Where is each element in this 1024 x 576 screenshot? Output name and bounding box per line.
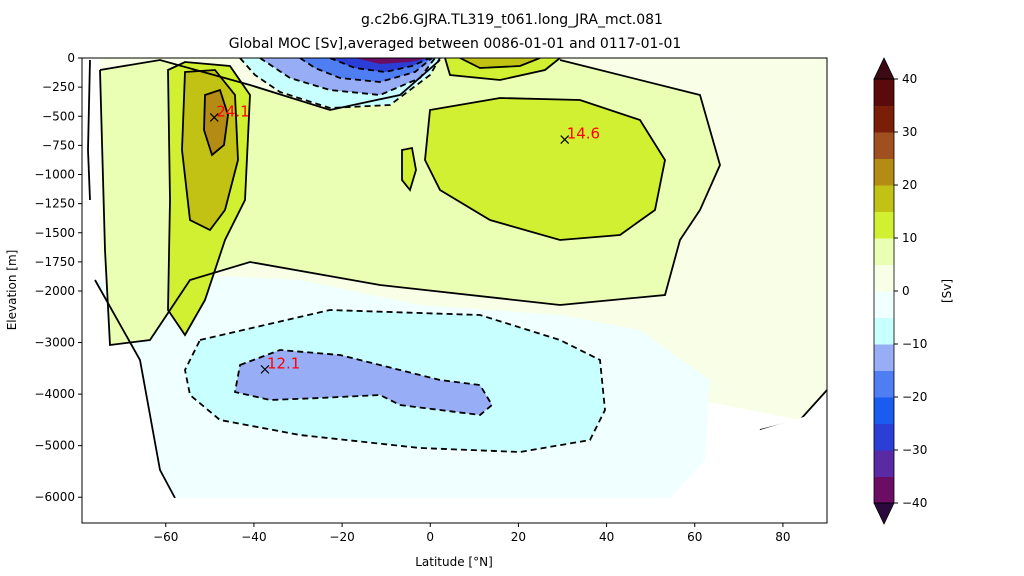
field-20-25-south — [204, 90, 228, 155]
contour-line — [203, 88, 229, 157]
y-tick-label: −1250 — [34, 197, 75, 211]
annotation-label: 24.1 — [216, 102, 249, 120]
x-axis: −60 −40 −20 0 20 40 60 80 — [153, 523, 791, 544]
y-tick-label: −2000 — [34, 284, 75, 298]
contour-line — [459, 58, 541, 69]
chart-title: g.c2b6.GJRA.TL319_t061.long_JRA_mct.081 — [361, 12, 663, 28]
y-tick-label: −6000 — [34, 490, 75, 504]
colorbar-extend-bottom — [873, 502, 895, 525]
colorbar-tick-label: 10 — [902, 231, 917, 245]
colorbar-segment — [874, 344, 894, 371]
y-tick-label: −500 — [42, 109, 75, 123]
colorbar-tick-label: −30 — [902, 443, 927, 457]
colorbar-tick-label: −40 — [902, 496, 927, 510]
x-tick-label: −40 — [241, 530, 266, 544]
y-tick-label: −1500 — [34, 226, 75, 240]
dashed-contour-lines — [184, 58, 606, 453]
y-tick-label: −1750 — [34, 255, 75, 269]
contour-line — [329, 58, 431, 73]
colorbar-segment — [874, 132, 894, 159]
y-axis: 0 −250 −500 −750 −1000 −1250 −1500 −1750 −2000 −3… — [34, 51, 82, 504]
annotation-label: 14.6 — [567, 125, 600, 143]
x-tick-label: −60 — [153, 530, 178, 544]
y-axis-label: Elevation [m] — [5, 250, 19, 331]
marker-x — [260, 364, 270, 374]
contour-line — [401, 146, 417, 192]
contour-line — [167, 61, 251, 337]
colorbar-tick-label: 20 — [902, 178, 917, 192]
contour-line — [99, 59, 721, 347]
contour-line — [259, 58, 436, 96]
x-tick-label: 20 — [511, 530, 526, 544]
contour-line — [184, 309, 606, 453]
colorbar-segment — [874, 423, 894, 451]
contour-line — [444, 58, 561, 81]
colorbar-tick-label: 30 — [902, 125, 917, 139]
colorbar-segment — [874, 397, 894, 424]
colorbar-tick-label: 40 — [902, 72, 917, 86]
field-neg-10-15 — [235, 350, 492, 415]
marker-x — [209, 112, 219, 122]
x-tick-label: −20 — [329, 530, 354, 544]
marker-x — [560, 135, 570, 144]
colorbar-tick-label: −20 — [902, 390, 927, 404]
colorbar-tick-label: −10 — [902, 337, 927, 351]
x-tick-label: 0 — [426, 530, 434, 544]
markers: 24.1 14.6 12.1 — [209, 102, 600, 374]
field-neg-surface-5 — [355, 58, 428, 64]
colorbar-segment — [874, 476, 894, 504]
colorbar-segment — [874, 450, 894, 477]
contour-line — [99, 59, 441, 111]
y-tick-label: −3000 — [34, 336, 75, 350]
chart-subtitle: Global MOC [Sv],averaged between 0086-01… — [229, 36, 682, 52]
y-tick-label: −1000 — [34, 168, 75, 182]
colorbar-tick-label: 0 — [902, 284, 910, 298]
contour-line — [233, 349, 494, 416]
bathymetry-mask — [82, 58, 827, 523]
colorbar-segment — [874, 79, 894, 106]
contour-line — [239, 58, 441, 109]
contour-lines — [87, 58, 827, 499]
x-tick-label: 60 — [687, 530, 702, 544]
y-tick-label: −250 — [42, 80, 75, 94]
contour-line — [87, 59, 91, 201]
colorbar-segment — [874, 317, 894, 345]
colorbar-segment — [874, 291, 894, 318]
colorbar-segment — [874, 264, 894, 292]
colorbar-segment — [874, 185, 894, 212]
colorbar-label: [Sv] — [940, 279, 954, 303]
contour-line — [94, 279, 176, 499]
colorbar-segment — [874, 158, 894, 186]
colorbar-segment — [874, 211, 894, 239]
y-tick-label: −4000 — [34, 387, 75, 401]
colorbar: −40 −30 −20 −10 0 10 20 30 40 — [873, 57, 927, 525]
colorbar-extend-top — [873, 57, 895, 80]
x-tick-label: 40 — [599, 530, 614, 544]
x-axis-label: Latitude [°N] — [415, 555, 493, 569]
annotation-label: 12.1 — [267, 354, 300, 372]
y-tick-label: −5000 — [34, 439, 75, 453]
colorbar-segment — [874, 105, 894, 133]
x-tick-label: 80 — [775, 530, 790, 544]
plot-area — [82, 58, 827, 523]
contour-line — [424, 97, 666, 241]
colorbar-segment — [874, 238, 894, 265]
y-tick-label: 0 — [67, 51, 75, 65]
y-tick-label: −750 — [42, 138, 75, 152]
contour-line — [299, 58, 433, 83]
field-10-15-north — [425, 98, 665, 240]
contour-line — [181, 69, 239, 232]
colorbar-segment — [874, 370, 894, 398]
